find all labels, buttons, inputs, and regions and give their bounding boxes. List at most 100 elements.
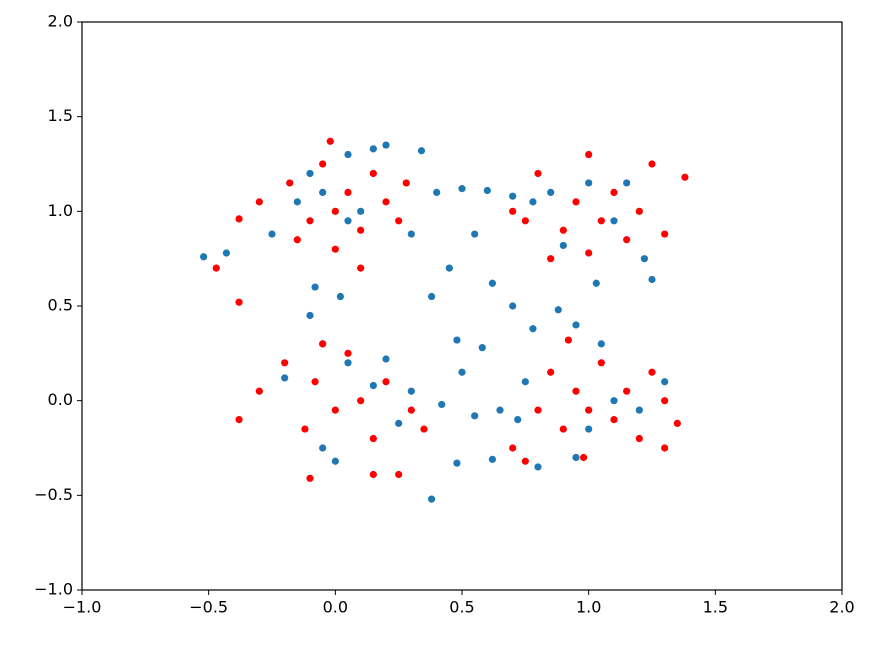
point (635, 406, 643, 414)
x-tick-label: 1.0 (576, 598, 601, 617)
point (369, 434, 377, 443)
point (344, 217, 352, 225)
point (453, 336, 461, 344)
point (319, 444, 327, 452)
point (509, 207, 517, 215)
point (281, 374, 289, 382)
point (281, 359, 289, 367)
point (382, 198, 390, 206)
point (222, 249, 230, 257)
point (306, 474, 314, 482)
point (319, 160, 327, 168)
y-tick-label: 0.5 (48, 296, 73, 315)
point (509, 302, 517, 310)
plot-frame (81, 21, 843, 591)
point (301, 425, 309, 433)
point (635, 207, 643, 215)
y-tick-label: 1.5 (48, 106, 73, 125)
point (648, 275, 656, 284)
point (496, 406, 504, 414)
point (661, 444, 669, 452)
point (395, 470, 403, 479)
point (623, 387, 631, 395)
point (483, 186, 491, 195)
point (478, 344, 486, 352)
point (200, 253, 208, 261)
point (597, 340, 605, 348)
point (529, 198, 537, 206)
point (572, 321, 580, 329)
point (509, 444, 517, 452)
point (255, 387, 263, 395)
point (592, 279, 600, 287)
point (458, 368, 466, 376)
y-tick-label: 1.0 (48, 201, 73, 220)
point (661, 397, 669, 405)
x-tick-label: −1.0 (63, 598, 102, 617)
point (402, 179, 410, 187)
point (369, 145, 377, 153)
point (648, 160, 656, 168)
point (369, 470, 377, 479)
point (572, 198, 580, 206)
point (369, 169, 377, 178)
point (554, 306, 562, 314)
x-tick-label: 0.5 (449, 598, 474, 617)
point (357, 264, 365, 272)
point (514, 416, 522, 424)
point (488, 279, 496, 287)
point (311, 283, 319, 291)
point (407, 406, 415, 414)
point (319, 188, 327, 196)
point (407, 230, 415, 238)
point (521, 457, 529, 465)
point (306, 169, 314, 178)
point (681, 173, 689, 181)
point (623, 236, 631, 244)
point (547, 368, 555, 376)
point (610, 188, 618, 196)
point (585, 179, 593, 187)
point (326, 137, 334, 145)
point (547, 255, 555, 263)
point (458, 185, 466, 193)
point (344, 359, 352, 367)
point (534, 169, 542, 178)
x-tick-label: 0.0 (323, 598, 348, 617)
point (268, 230, 276, 238)
point (286, 179, 294, 187)
point (417, 147, 426, 155)
point (235, 215, 243, 223)
point (235, 298, 243, 306)
point (336, 292, 344, 301)
point (585, 249, 593, 257)
point (572, 453, 580, 462)
point (673, 419, 681, 427)
point (420, 425, 428, 433)
point (580, 453, 588, 462)
point (395, 419, 403, 427)
point (509, 192, 517, 200)
point (471, 412, 479, 420)
point (572, 387, 580, 395)
point (344, 150, 352, 159)
y-tick-label: 2.0 (48, 12, 73, 31)
point (661, 378, 669, 386)
point (585, 406, 593, 414)
point (445, 264, 453, 272)
y-tick-label: −1.0 (34, 580, 73, 599)
point (428, 292, 436, 301)
point (331, 207, 339, 215)
point (585, 150, 593, 159)
point (453, 459, 461, 467)
point (235, 416, 243, 424)
point (306, 311, 314, 320)
point (293, 236, 301, 244)
x-tick-label: 1.5 (703, 598, 728, 617)
x-tick-label: 2.0 (829, 598, 854, 617)
point (311, 378, 319, 386)
point (428, 495, 436, 503)
point (635, 434, 643, 443)
point (597, 217, 605, 225)
